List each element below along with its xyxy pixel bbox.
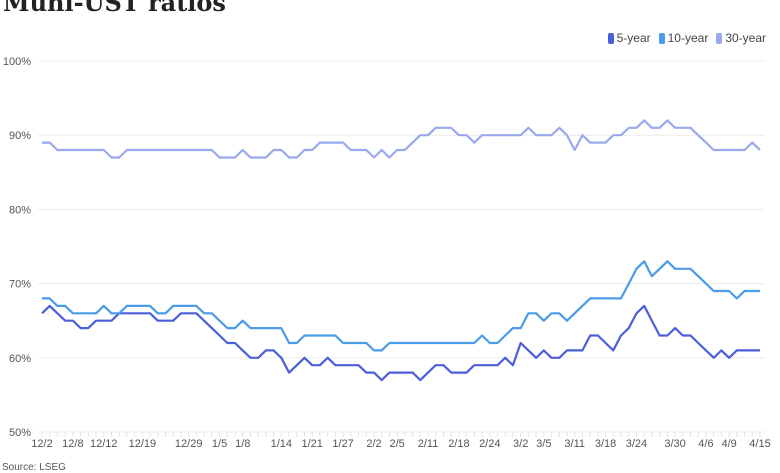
y-tick-label: 90% — [9, 130, 31, 142]
legend-label: 5-year — [616, 31, 651, 45]
x-tick-label: 2/2 — [366, 438, 381, 450]
x-tick-label: 2/11 — [418, 438, 439, 450]
x-tick-label: 2/18 — [448, 438, 469, 450]
x-tick-label: 12/19 — [129, 438, 157, 450]
x-tick-label: 1/14 — [271, 438, 292, 450]
legend-label: 30-year — [725, 31, 766, 45]
y-tick-label: 70% — [9, 279, 31, 291]
chart-title: Muni-UST ratios — [3, 0, 226, 17]
x-tick-label: 1/21 — [302, 438, 323, 450]
legend-swatch — [658, 32, 665, 44]
x-tick-label: 3/30 — [664, 438, 685, 450]
x-tick-label: 3/24 — [626, 438, 647, 450]
legend-swatch — [607, 32, 614, 44]
x-tick-label: 3/2 — [513, 438, 528, 450]
series-line-10-year — [42, 260, 760, 352]
legend-label: 10-year — [667, 31, 709, 45]
legend-item-5-year: 5-year — [607, 31, 651, 45]
x-tick-label: 1/5 — [212, 438, 227, 450]
x-tick-label: 4/9 — [721, 438, 736, 450]
y-tick-label: 80% — [9, 204, 31, 216]
y-tick-label: 60% — [9, 353, 31, 365]
source-note: Source: LSEG — [2, 462, 66, 473]
x-tick-label: 3/11 — [564, 438, 585, 450]
x-tick-label: 2/24 — [479, 438, 500, 450]
series-line-5-year — [41, 304, 760, 382]
x-tick-label: 2/5 — [389, 438, 404, 450]
legend-item-30-year: 30-year — [716, 31, 766, 45]
x-tick-label: 1/8 — [235, 438, 250, 450]
x-tick-label: 12/29 — [175, 438, 203, 450]
legend-swatch — [716, 32, 723, 44]
y-tick-label: 100% — [3, 56, 31, 68]
x-tick-label: 3/5 — [536, 438, 551, 450]
x-tick-label: 1/27 — [332, 438, 353, 450]
x-tick-label: 4/15 — [749, 438, 770, 450]
x-tick-label: 12/12 — [90, 438, 118, 450]
x-tick-label: 12/8 — [62, 438, 83, 450]
series-line-30-year — [42, 119, 761, 159]
legend: 5-year 10-year 30-year — [607, 31, 766, 45]
x-tick-label: 3/18 — [595, 438, 616, 450]
x-tick-label: 4/6 — [698, 438, 713, 450]
x-tick-label: 12/2 — [31, 438, 52, 450]
y-tick-label: 50% — [9, 427, 31, 439]
legend-item-10-year: 10-year — [658, 31, 709, 45]
